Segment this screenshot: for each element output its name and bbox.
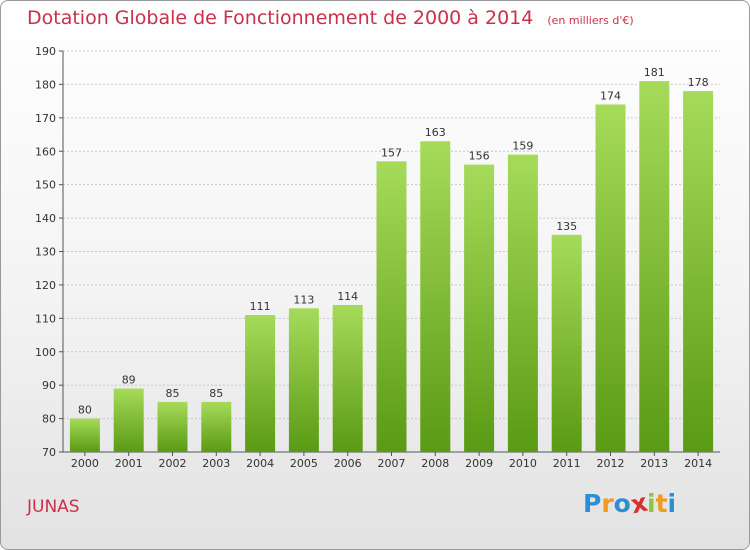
x-tick-label: 2006 [334,457,362,470]
x-tick-label: 2003 [202,457,230,470]
bar-value-label: 163 [425,126,446,139]
bar [245,314,276,452]
bar [288,308,319,452]
logo-letter: r [601,489,614,518]
x-tick-label: 2005 [290,457,318,470]
y-tick-label: 110 [35,312,56,325]
x-tick-label: 2009 [465,457,493,470]
logo-letter: o [613,489,631,518]
y-tick-label: 100 [35,346,56,359]
x-tick-label: 2008 [421,457,449,470]
bar [595,104,626,452]
bar-value-label: 111 [250,300,271,313]
logo-letter: i [667,489,677,518]
bar [551,234,582,452]
y-tick-label: 170 [35,112,56,125]
bar-value-label: 157 [381,146,402,159]
bar-value-label: 114 [337,290,358,303]
bar [639,81,670,452]
logo-letter: P [583,489,602,518]
bar-value-label: 85 [209,387,223,400]
y-tick-label: 90 [42,379,56,392]
chart-unit: (en milliers d'€) [547,14,634,27]
bar-value-label: 159 [512,140,533,153]
chart-title: Dotation Globale de Fonctionnement de 20… [27,7,534,29]
bar-value-label: 85 [166,387,180,400]
y-tick-label: 130 [35,246,56,259]
x-tick-label: 2011 [553,457,581,470]
bar-value-label: 174 [600,89,621,102]
x-tick-label: 2001 [115,457,143,470]
bar [464,164,495,452]
bar-value-label: 135 [556,220,577,233]
logo-letter: i [647,489,656,518]
x-tick-label: 2000 [71,457,99,470]
bar-value-label: 178 [688,76,709,89]
y-tick-label: 120 [35,279,56,292]
y-tick-label: 180 [35,78,56,91]
bar-value-label: 156 [469,150,490,163]
bar [69,418,100,452]
bar-value-label: 89 [122,374,136,387]
bar [376,161,407,452]
place-name: JUNAS [27,497,80,517]
x-tick-label: 2010 [509,457,537,470]
y-tick-label: 150 [35,179,56,192]
logo-letter: t [655,489,668,518]
bar [113,388,144,452]
x-tick-label: 2002 [159,457,187,470]
y-tick-label: 190 [35,45,56,58]
bar [420,141,451,452]
y-tick-label: 80 [42,413,56,426]
y-tick-label: 160 [35,145,56,158]
y-tick-label: 140 [35,212,56,225]
x-tick-label: 2014 [684,457,712,470]
proxiti-logo: Proxiti [583,488,677,520]
bar [507,154,538,452]
x-tick-label: 2012 [597,457,625,470]
bar [157,401,188,452]
x-tick-label: 2004 [246,457,274,470]
bar [201,401,232,452]
bar-value-label: 80 [78,404,92,417]
y-tick-label: 70 [42,446,56,459]
bar [683,91,714,452]
bar [332,304,363,452]
x-tick-label: 2013 [640,457,668,470]
chart-title-block: Dotation Globale de Fonctionnement de 20… [27,7,634,29]
bar-value-label: 113 [293,293,314,306]
x-tick-label: 2007 [378,457,406,470]
bar-value-label: 181 [644,66,665,79]
